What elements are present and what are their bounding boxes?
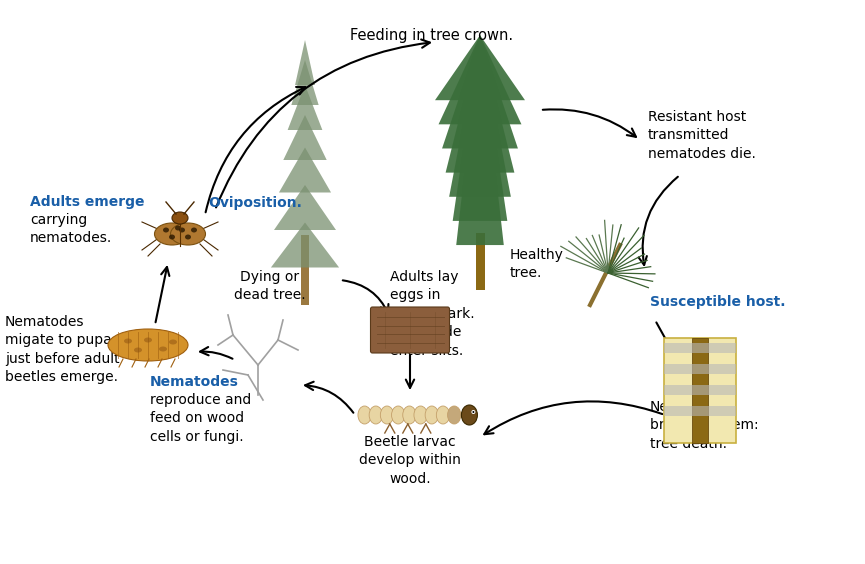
FancyBboxPatch shape <box>370 307 450 353</box>
Polygon shape <box>435 35 525 100</box>
Ellipse shape <box>185 235 191 240</box>
Text: Feeding in tree crown.: Feeding in tree crown. <box>350 28 514 43</box>
Ellipse shape <box>124 338 132 343</box>
Polygon shape <box>442 35 518 148</box>
Ellipse shape <box>134 347 142 352</box>
Ellipse shape <box>392 406 405 424</box>
Ellipse shape <box>175 226 181 231</box>
Text: Oviposition.: Oviposition. <box>208 196 302 210</box>
Polygon shape <box>288 85 323 130</box>
Polygon shape <box>439 35 522 124</box>
Polygon shape <box>295 40 315 85</box>
Ellipse shape <box>169 235 175 240</box>
Ellipse shape <box>169 340 177 345</box>
Text: Adults lay
eggs in
slits in bark.
Nematode
enter slits.: Adults lay eggs in slits in bark. Nemato… <box>390 270 475 358</box>
Ellipse shape <box>461 405 477 425</box>
Polygon shape <box>456 35 503 245</box>
Ellipse shape <box>358 406 371 424</box>
Ellipse shape <box>159 346 167 351</box>
Bar <box>301 235 309 305</box>
Ellipse shape <box>471 410 476 414</box>
Text: Beetle larvac
develop within
wood.: Beetle larvac develop within wood. <box>359 435 461 486</box>
Text: Susceptible host.: Susceptible host. <box>650 295 785 309</box>
Polygon shape <box>445 35 515 173</box>
Ellipse shape <box>108 329 188 361</box>
Ellipse shape <box>472 411 474 413</box>
Polygon shape <box>449 35 511 197</box>
Text: Dying or
dead tree.: Dying or dead tree. <box>234 270 306 302</box>
Text: Resistant host
transmitted
nematodes die.: Resistant host transmitted nematodes die… <box>648 110 756 161</box>
Bar <box>664 337 736 443</box>
Text: Adults emerge: Adults emerge <box>30 195 144 209</box>
Ellipse shape <box>436 406 450 424</box>
Polygon shape <box>271 223 339 267</box>
Bar <box>664 364 736 374</box>
Ellipse shape <box>144 337 152 342</box>
Polygon shape <box>284 115 327 160</box>
Ellipse shape <box>381 406 394 424</box>
Ellipse shape <box>447 406 461 424</box>
Text: carrying
nematodes.: carrying nematodes. <box>30 213 112 245</box>
Polygon shape <box>292 60 318 105</box>
Text: Nematodes: Nematodes <box>150 375 239 389</box>
Bar <box>476 233 484 290</box>
Text: Nematodes
migate to pupae
just before adult
beetles emerge.: Nematodes migate to pupae just before ad… <box>5 315 120 384</box>
Ellipse shape <box>163 227 169 232</box>
Polygon shape <box>452 35 507 221</box>
Ellipse shape <box>179 227 185 232</box>
Ellipse shape <box>403 406 416 424</box>
Text: Nematodes
breed in xylem:
tree death.: Nematodes breed in xylem: tree death. <box>650 400 759 451</box>
Ellipse shape <box>170 223 206 245</box>
Ellipse shape <box>191 227 197 232</box>
Ellipse shape <box>414 406 427 424</box>
Text: reproduce and
feed on wood
cells or fungi.: reproduce and feed on wood cells or fung… <box>150 393 251 444</box>
Ellipse shape <box>172 212 188 224</box>
Bar <box>664 385 736 395</box>
Ellipse shape <box>155 223 189 245</box>
Bar <box>664 343 736 353</box>
Ellipse shape <box>426 406 439 424</box>
Polygon shape <box>274 185 336 230</box>
Polygon shape <box>279 148 331 192</box>
Bar <box>664 406 736 416</box>
Text: Healthy
tree.: Healthy tree. <box>510 248 564 280</box>
Bar <box>692 337 708 443</box>
Ellipse shape <box>369 406 382 424</box>
